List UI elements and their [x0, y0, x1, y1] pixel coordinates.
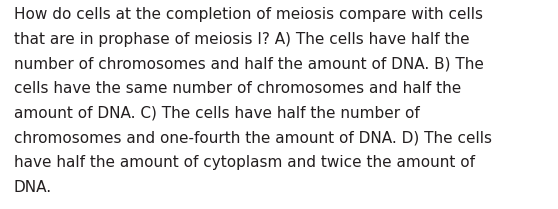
Text: How do cells at the completion of meiosis compare with cells: How do cells at the completion of meiosi…	[14, 7, 483, 22]
Text: number of chromosomes and half the amount of DNA. B) The: number of chromosomes and half the amoun…	[14, 57, 484, 72]
Text: amount of DNA. C) The cells have half the number of: amount of DNA. C) The cells have half th…	[14, 106, 420, 121]
Text: cells have the same number of chromosomes and half the: cells have the same number of chromosome…	[14, 81, 461, 96]
Text: have half the amount of cytoplasm and twice the amount of: have half the amount of cytoplasm and tw…	[14, 155, 475, 170]
Text: DNA.: DNA.	[14, 180, 52, 195]
Text: that are in prophase of meiosis I? A) The cells have half the: that are in prophase of meiosis I? A) Th…	[14, 32, 470, 47]
Text: chromosomes and one-fourth the amount of DNA. D) The cells: chromosomes and one-fourth the amount of…	[14, 131, 492, 146]
